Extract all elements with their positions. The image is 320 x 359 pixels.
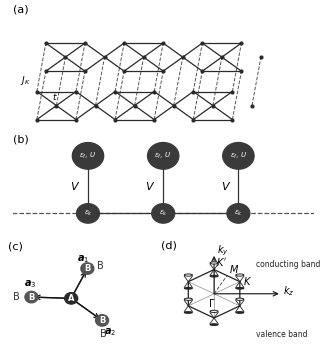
Text: $V$: $V$ (70, 181, 81, 192)
Text: $\boldsymbol{a}_1$: $\boldsymbol{a}_1$ (77, 253, 89, 265)
Text: B: B (28, 293, 35, 302)
Ellipse shape (236, 274, 244, 276)
Text: $\boldsymbol{a}_3$: $\boldsymbol{a}_3$ (24, 278, 36, 290)
Text: $\varepsilon_f,\, U$: $\varepsilon_f,\, U$ (155, 151, 172, 161)
Text: $t$: $t$ (52, 91, 58, 102)
Ellipse shape (210, 310, 218, 312)
Text: (a): (a) (13, 5, 28, 15)
Circle shape (152, 204, 175, 223)
Text: $\varepsilon_k$: $\varepsilon_k$ (159, 209, 168, 218)
Ellipse shape (184, 274, 192, 276)
Text: $\boldsymbol{a}_2$: $\boldsymbol{a}_2$ (104, 326, 117, 338)
Text: B: B (100, 330, 107, 340)
Ellipse shape (210, 324, 218, 326)
Text: $J_K$: $J_K$ (20, 74, 31, 87)
Text: (d): (d) (161, 241, 177, 251)
Ellipse shape (184, 312, 192, 313)
Circle shape (65, 293, 78, 304)
Text: $\Gamma$: $\Gamma$ (208, 297, 216, 309)
Text: $M$: $M$ (229, 262, 239, 275)
Ellipse shape (184, 298, 192, 300)
Text: $V$: $V$ (145, 181, 156, 192)
Text: $\varepsilon_f,\, U$: $\varepsilon_f,\, U$ (230, 151, 247, 161)
Circle shape (81, 263, 94, 274)
Text: B: B (97, 261, 104, 271)
Text: $K$: $K$ (243, 275, 252, 286)
Text: $\varepsilon_k$: $\varepsilon_k$ (234, 209, 243, 218)
Circle shape (227, 204, 250, 223)
Text: $V$: $V$ (220, 181, 231, 192)
Circle shape (72, 143, 104, 169)
Circle shape (148, 143, 179, 169)
Ellipse shape (210, 262, 218, 264)
Text: $k_y$: $k_y$ (217, 244, 229, 258)
Text: B: B (99, 316, 105, 325)
Ellipse shape (210, 275, 218, 277)
Text: $\varepsilon_k$: $\varepsilon_k$ (84, 209, 92, 218)
Ellipse shape (236, 312, 244, 313)
Text: conducting band: conducting band (256, 260, 320, 269)
Text: (b): (b) (13, 135, 28, 145)
Ellipse shape (184, 288, 192, 289)
Ellipse shape (236, 288, 244, 289)
Ellipse shape (236, 298, 244, 300)
Text: valence band: valence band (256, 330, 308, 339)
Text: B: B (84, 264, 91, 273)
Circle shape (25, 292, 38, 303)
Text: A: A (68, 294, 75, 303)
Circle shape (96, 315, 108, 326)
Text: $K'$: $K'$ (216, 256, 227, 268)
Text: $k_z$: $k_z$ (283, 284, 294, 298)
Text: $\varepsilon_f,\, U$: $\varepsilon_f,\, U$ (79, 151, 97, 161)
Text: (c): (c) (8, 241, 23, 251)
Circle shape (223, 143, 254, 169)
Text: B: B (13, 292, 20, 302)
Circle shape (76, 204, 100, 223)
